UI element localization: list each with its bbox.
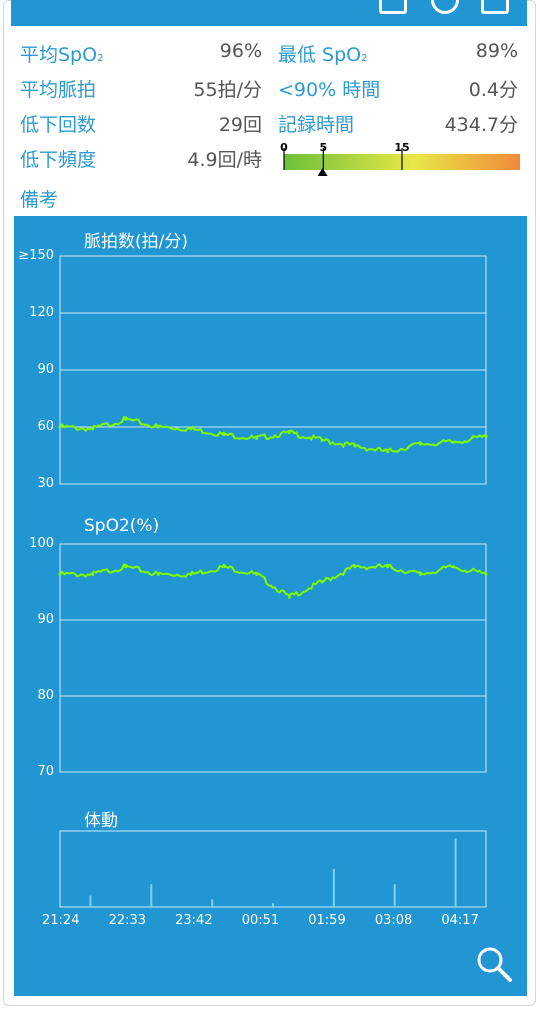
x-tick-label: 04:17 (441, 913, 479, 928)
data-point (386, 565, 390, 569)
data-point (287, 595, 291, 599)
top-toolbar (11, 0, 527, 26)
data-point (353, 444, 357, 448)
record-time-label: 記録時間 (278, 114, 355, 136)
avg-spo2-label: 平均SpO2 (20, 44, 104, 66)
severity-tick-label: 5 (320, 141, 328, 154)
pulse-chart-title: 脈拍数(拍/分) (84, 232, 188, 252)
min-spo2-label: 最低 SpO2 (278, 44, 368, 66)
severity-scale: 0 5 15 (280, 141, 520, 176)
drop-count-value: 29回 (218, 114, 262, 136)
charts-panel: 脈拍数(拍/分) SpO2(%) 体動 ≥150 120 90 60 30 100 90 8… (14, 216, 527, 996)
data-point (255, 436, 259, 440)
below90-time-value: 0.4分 (468, 79, 518, 101)
data-point (451, 565, 455, 569)
pulse-chart[interactable] (58, 254, 488, 486)
data-point (451, 440, 455, 444)
data-point (91, 427, 95, 431)
record-time-value: 434.7分 (444, 114, 518, 136)
series-line (59, 563, 487, 597)
y-tick-label: 60 (37, 419, 54, 434)
y-tick-label: 100 (29, 536, 54, 551)
data-point (320, 580, 324, 584)
spo2-chart[interactable] (58, 542, 488, 774)
data-point (124, 417, 128, 421)
data-point (255, 572, 259, 576)
data-point (58, 425, 62, 429)
y-tick-label: 80 (37, 688, 54, 703)
avg-spo2-value: 96% (219, 40, 262, 62)
chart-frame (59, 830, 487, 908)
y-tick-label: 90 (37, 362, 54, 377)
data-point (386, 450, 390, 454)
data-point (124, 565, 128, 569)
spo2-chart-title: SpO2(%) (84, 516, 160, 536)
series-line (59, 416, 487, 453)
data-point (353, 565, 357, 569)
y-tick-label: 70 (37, 764, 54, 779)
severity-tick-label: 0 (280, 141, 288, 154)
below90-time-label: <90% 時間 (278, 79, 381, 101)
y-tick-label: 90 (37, 612, 54, 627)
magnifier-icon[interactable] (474, 944, 514, 984)
drop-count-label: 低下回数 (20, 114, 97, 136)
drop-frequency-value: 4.9回/時 (187, 149, 262, 171)
toolbar-share-icon[interactable] (379, 0, 407, 14)
x-tick-label: 22:33 (108, 913, 147, 928)
data-point (156, 425, 160, 429)
data-point (189, 427, 193, 431)
data-point (91, 572, 95, 576)
min-spo2-value: 89% (475, 40, 518, 62)
data-point (418, 442, 422, 446)
x-tick-label: 23:42 (175, 913, 213, 928)
x-tick-label: 01:59 (308, 913, 346, 928)
toolbar-menu-icon[interactable] (481, 0, 509, 14)
severity-marker (317, 168, 328, 176)
avg-pulse-value: 55拍/分 (193, 79, 262, 101)
y-tick-label: ≥150 (18, 248, 54, 263)
chart-frame (59, 543, 487, 773)
x-tick-label: 21:24 (42, 913, 80, 928)
data-point (287, 431, 291, 435)
movement-chart-title: 体動 (84, 811, 118, 831)
y-tick-label: 30 (37, 476, 54, 491)
movement-chart[interactable] (58, 829, 488, 909)
toolbar-info-icon[interactable] (431, 0, 459, 14)
data-point (484, 572, 488, 576)
x-tick-label: 03:08 (374, 913, 413, 928)
y-tick-label: 120 (29, 305, 54, 320)
data-point (156, 572, 160, 576)
data-point (222, 565, 226, 569)
x-tick-label: 00:51 (241, 913, 280, 928)
memo-label[interactable]: 備考 (20, 189, 59, 211)
data-point (189, 572, 193, 576)
data-point (222, 433, 226, 437)
drop-frequency-label: 低下頻度 (20, 149, 97, 171)
data-point (418, 572, 422, 576)
avg-pulse-label: 平均脈拍 (20, 79, 97, 101)
data-point (484, 435, 488, 438)
data-point (58, 572, 62, 576)
data-point (320, 438, 324, 442)
severity-tick-label: 15 (394, 141, 409, 154)
